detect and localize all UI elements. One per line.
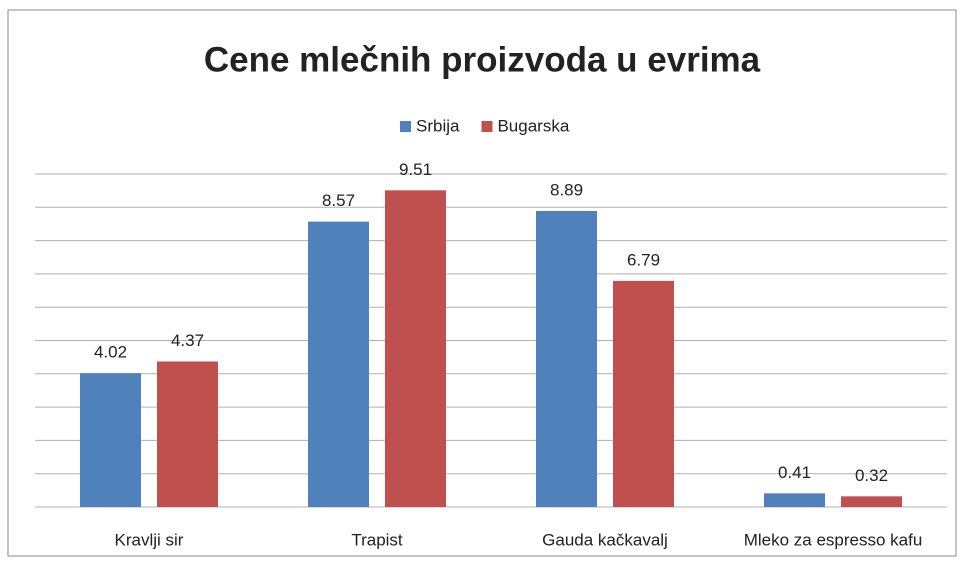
data-label: 6.79 — [627, 250, 660, 269]
legend-label: Srbija — [416, 116, 460, 135]
x-tick-label: Mleko za espresso kafu — [744, 530, 923, 549]
bar — [385, 190, 446, 507]
bar — [308, 221, 369, 507]
bar — [841, 496, 902, 507]
legend-swatch — [400, 121, 411, 132]
bar — [157, 361, 218, 507]
data-label: 8.89 — [550, 180, 583, 199]
data-label: 4.02 — [94, 343, 127, 362]
bar — [764, 493, 825, 507]
x-tick-label: Gauda kačkavalj — [542, 530, 668, 549]
x-tick-label: Trapist — [351, 530, 403, 549]
data-label: 9.51 — [399, 160, 432, 179]
data-label: 8.57 — [322, 191, 355, 210]
bar — [80, 373, 141, 507]
legend-label: Bugarska — [497, 116, 569, 135]
bar — [536, 210, 597, 507]
x-tick-label: Kravlji sir — [115, 530, 184, 549]
chart-title: Cene mlečnih proizvoda u evrima — [204, 40, 761, 79]
data-label: 0.32 — [855, 466, 888, 485]
data-label: 4.37 — [171, 331, 204, 350]
data-label: 0.41 — [778, 463, 811, 482]
bar — [613, 280, 674, 507]
legend-swatch — [481, 121, 493, 132]
